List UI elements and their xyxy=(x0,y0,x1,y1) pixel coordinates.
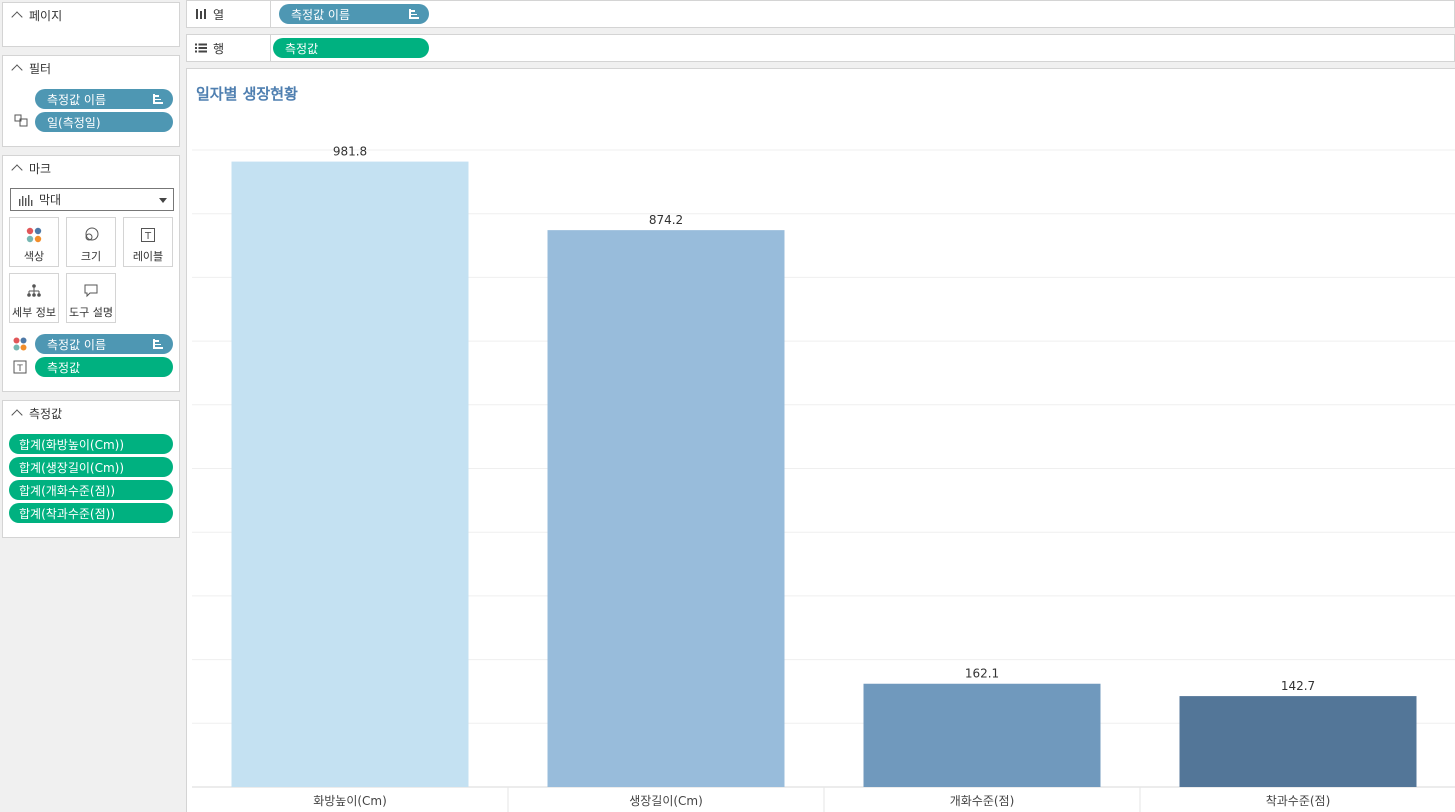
measure-values-card-header[interactable]: 측정값 xyxy=(3,401,179,425)
columns-shelf-title: 열 xyxy=(213,7,225,22)
size-icon xyxy=(85,227,99,241)
bar-1[interactable] xyxy=(231,161,469,788)
bar-chart-icon xyxy=(19,194,33,206)
marks-color-pill-label: 측정값 이름 xyxy=(47,337,107,352)
text-label-icon: T xyxy=(141,228,155,242)
bar-2[interactable] xyxy=(547,230,785,788)
color-palette-icon xyxy=(13,337,27,351)
category-label-2[interactable]: 생장길이(Cm) xyxy=(629,794,703,808)
collapse-caret-icon[interactable] xyxy=(11,64,23,76)
data-label-4: 142.7 xyxy=(1281,679,1315,693)
columns-shelf-label: 열 xyxy=(187,1,271,27)
detail-button-label: 세부 정보 xyxy=(12,306,56,319)
rows-pill-label: 측정값 xyxy=(285,41,319,56)
chart-title: 일자별 생장현황 xyxy=(196,85,298,103)
measure-pill-label: 합계(생장길이(Cm)) xyxy=(19,460,125,475)
color-palette-icon xyxy=(26,227,42,243)
tooltip-button-label: 도구 설명 xyxy=(69,306,113,319)
bar-3[interactable] xyxy=(863,683,1101,787)
color-button[interactable]: 색상 xyxy=(9,217,59,267)
category-label-1[interactable]: 화방높이(Cm) xyxy=(313,794,387,808)
filters-card: 필터 측정값 이름 일(측정일) xyxy=(2,55,180,147)
data-label-3: 162.1 xyxy=(965,667,999,681)
marks-label-pill[interactable]: 측정값 xyxy=(35,357,173,377)
rows-shelf-title: 행 xyxy=(213,41,225,56)
measure-pill-label: 합계(착과수준(점)) xyxy=(19,506,116,521)
marks-label-pill-label: 측정값 xyxy=(47,360,81,375)
rows-icon xyxy=(195,43,207,53)
tooltip-button[interactable]: 도구 설명 xyxy=(66,273,116,323)
category-label-3[interactable]: 개화수준(점) xyxy=(950,794,1015,808)
marks-card-header[interactable]: 마크 xyxy=(3,156,179,180)
collapse-caret-icon[interactable] xyxy=(11,409,23,421)
measure-pill[interactable]: 합계(화방높이(Cm)) xyxy=(9,434,173,454)
bar-4[interactable] xyxy=(1179,696,1417,787)
measure-pill[interactable]: 합계(착과수준(점)) xyxy=(9,503,173,523)
rows-shelf-label: 행 xyxy=(187,35,271,61)
mark-type-select[interactable]: 막대 xyxy=(10,188,174,211)
bar-chart: 981.8 874.2 162.1 142.7 화방높이(Cm) 생장길이(Cm) 개화수… xyxy=(192,145,1455,812)
sort-icon xyxy=(153,339,163,349)
pages-card-header[interactable]: 페이지 xyxy=(3,3,179,27)
svg-text:T: T xyxy=(144,231,152,242)
data-label-2: 874.2 xyxy=(649,213,683,227)
chart-data-labels: 981.8 874.2 162.1 142.7 xyxy=(333,145,1315,694)
measure-pill-label: 합계(개화수준(점)) xyxy=(19,483,116,498)
marks-card: 마크 막대 색상 크기 T xyxy=(2,155,180,392)
chart-category-labels: 화방높이(Cm) 생장길이(Cm) 개화수준(점) 착과수준(점) xyxy=(313,794,1330,808)
pages-card: 페이지 xyxy=(2,2,180,47)
filter-pill-day[interactable]: 일(측정일) xyxy=(35,112,173,132)
detail-hierarchy-icon xyxy=(27,284,41,297)
size-button[interactable]: 크기 xyxy=(66,217,116,267)
columns-shelf[interactable]: 열 측정값 이름 xyxy=(186,0,1455,28)
columns-pill-label: 측정값 이름 xyxy=(291,7,351,22)
data-label-1: 981.8 xyxy=(333,145,367,159)
mark-type-value: 막대 xyxy=(39,193,62,207)
collapse-caret-icon[interactable] xyxy=(11,164,23,176)
filter-pill-label: 일(측정일) xyxy=(47,115,101,130)
chart-bars xyxy=(231,161,1417,788)
filters-card-title: 필터 xyxy=(29,61,52,76)
dropdown-arrow-icon xyxy=(159,198,167,203)
measure-pill[interactable]: 합계(생장길이(Cm)) xyxy=(9,457,173,477)
filter-pill-label: 측정값 이름 xyxy=(47,92,107,107)
text-label-icon: T xyxy=(13,360,27,374)
svg-text:T: T xyxy=(16,364,23,374)
size-button-label: 크기 xyxy=(80,250,102,263)
viz-canvas: 일자별 생장현황 981.8 874.2 162.1 142.7 화방높이(Cm) 생장… xyxy=(186,68,1455,812)
marks-color-pill[interactable]: 측정값 이름 xyxy=(35,334,173,354)
columns-icon xyxy=(196,9,206,19)
color-button-label: 색상 xyxy=(23,250,45,263)
pages-card-title: 페이지 xyxy=(29,8,63,23)
measure-pill-label: 합계(화방높이(Cm)) xyxy=(19,437,125,452)
label-button[interactable]: T 레이블 xyxy=(123,217,173,267)
sort-icon xyxy=(153,94,163,104)
collapse-caret-icon[interactable] xyxy=(11,11,23,23)
marks-card-title: 마크 xyxy=(29,161,52,176)
label-button-label: 레이블 xyxy=(132,250,164,263)
measure-values-card: 측정값 합계(화방높이(Cm)) 합계(생장길이(Cm)) 합계(개화수준(점)… xyxy=(2,400,180,538)
rows-shelf[interactable]: 행 측정값 xyxy=(186,34,1455,62)
tooltip-bubble-icon xyxy=(84,284,98,298)
measure-values-card-title: 측정값 xyxy=(29,406,63,421)
sort-icon xyxy=(409,9,419,19)
context-filter-icon xyxy=(14,114,28,127)
columns-pill-measure-names[interactable]: 측정값 이름 xyxy=(279,4,429,24)
detail-button[interactable]: 세부 정보 xyxy=(9,273,59,323)
category-label-4[interactable]: 착과수준(점) xyxy=(1266,794,1331,808)
rows-pill-measure-values[interactable]: 측정값 xyxy=(273,38,429,58)
filter-pill-measure-names[interactable]: 측정값 이름 xyxy=(35,89,173,109)
filters-card-header[interactable]: 필터 xyxy=(3,56,179,80)
measure-pill[interactable]: 합계(개화수준(점)) xyxy=(9,480,173,500)
